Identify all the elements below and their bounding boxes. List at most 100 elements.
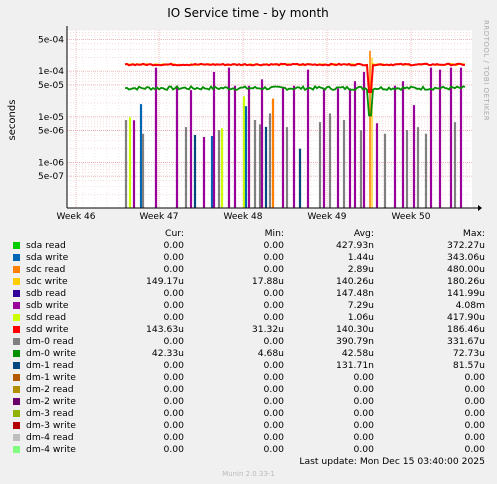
legend-row: dm-3 write 0.00 0.00 0.00 0.00 [0,420,497,432]
legend-value-min: 0.00 [263,372,284,383]
legend-value-min: 0.00 [263,408,284,419]
y-tick-label: 5e-06 [38,127,64,137]
legend-value-max: 0.00 [464,396,485,407]
legend-value-max: 372.27u [447,240,485,251]
col-cur: Cur: [165,228,184,239]
legend-row: sdc read 0.00 0.00 2.89u 480.00u [0,264,497,276]
legend-value-min: 0.00 [263,288,284,299]
legend-value-max: 4.08m [455,300,485,311]
legend-row: dm-4 read 0.00 0.00 0.00 0.00 [0,432,497,444]
legend-value-avg: 140.30u [336,324,374,335]
legend-series-name: sdb read [26,288,67,299]
legend-row: sdb write 0.00 0.00 7.29u 4.08m [0,300,497,312]
legend-row: dm-2 read 0.00 0.00 0.00 0.00 [0,384,497,396]
legend-value-min: 0.00 [263,252,284,263]
y-axis-label: seconds [7,100,18,141]
y-ticks: 5e-04 1e-04 5e-05 1e-05 5e-06 1e-06 5e-07 [38,35,64,182]
legend-series-name: dm-4 write [26,444,76,455]
legend-value-avg: 1.06u [347,312,374,323]
legend-swatch [13,326,20,333]
spike-series [124,50,463,208]
legend-row: dm-1 read 0.00 0.00 131.71n 81.57u [0,360,497,372]
rrdtool-credit: RRDTOOL / TOBI OETIKER [482,20,490,121]
legend-value-min: 17.88u [251,276,284,287]
legend-value-cur: 0.00 [163,396,184,407]
legend-series-name: dm-0 read [26,336,74,347]
legend-row: sdc write 149.17u 17.88u 140.26u 180.26u [0,276,497,288]
legend-value-max: 186.46u [447,324,485,335]
legend-value-cur: 0.00 [163,384,184,395]
line-series [124,62,466,117]
legend-value-avg: 427.93n [336,240,374,251]
legend-value-min: 0.00 [263,444,284,455]
x-tick-label: Week 48 [224,212,263,222]
legend-swatch [13,446,20,453]
legend-swatch [13,242,20,249]
legend-value-max: 0.00 [464,420,485,431]
legend-value-max: 331.67u [447,336,485,347]
legend-value-cur: 0.00 [163,372,184,383]
legend-series-name: dm-0 write [26,348,76,359]
legend-value-max: 0.00 [464,408,485,419]
legend-value-cur: 0.00 [163,444,184,455]
legend-value-max: 480.00u [447,264,485,275]
legend-value-avg: 0.00 [353,420,374,431]
legend-value-avg: 2.89u [347,264,374,275]
legend-series-name: sdd read [26,312,67,323]
legend-value-avg: 131.71n [336,360,374,371]
legend-value-min: 0.00 [263,264,284,275]
legend-swatch [13,338,20,345]
legend-value-max: 72.73u [452,348,485,359]
legend-swatch [13,434,20,441]
legend-value-min: 0.00 [263,240,284,251]
line-sdd-write [124,62,466,93]
legend-series-name: sda read [26,240,66,251]
legend-value-avg: 0.00 [353,384,374,395]
col-max: Max: [462,228,485,239]
legend-series-name: sdd write [26,324,69,335]
legend-value-cur: 149.17u [146,276,184,287]
legend-row: sdb read 0.00 0.00 147.48n 141.99u [0,288,497,300]
x-tick-label: Week 46 [57,212,96,222]
legend-series-name: dm-4 read [26,432,74,443]
legend-series-name: sda write [26,252,69,263]
legend-value-min: 0.00 [263,336,284,347]
x-tick-label: Week 47 [140,212,179,222]
legend-swatch [13,398,20,405]
legend-value-cur: 0.00 [163,252,184,263]
legend-swatch [13,386,20,393]
legend-value-cur: 0.00 [163,264,184,275]
legend-value-avg: 1.44u [347,252,374,263]
x-axis-arrow [478,205,482,211]
legend-value-max: 180.26u [447,276,485,287]
legend-value-min: 0.00 [263,300,284,311]
legend-row: sdd write 143.63u 31.32u 140.30u 186.46u [0,324,497,336]
legend-swatch [13,314,20,321]
legend-series-name: dm-3 write [26,420,76,431]
legend-value-max: 141.99u [447,288,485,299]
legend-series-name: dm-2 read [26,384,74,395]
legend-row: sdd read 0.00 0.00 1.06u 417.90u [0,312,497,324]
legend-swatch [13,290,20,297]
chart-title: IO Service time - by month [167,6,329,20]
x-ticks: Week 46 Week 47 Week 48 Week 49 Week 50 [57,212,431,222]
legend-swatch [13,266,20,273]
legend-swatch [13,374,20,381]
legend-value-avg: 390.79n [336,336,374,347]
legend-value-min: 0.00 [263,420,284,431]
axes [66,26,482,211]
legend-header: Cur: Min: Avg: Max: [0,228,497,240]
legend-value-avg: 0.00 [353,396,374,407]
legend-value-avg: 0.00 [353,372,374,383]
legend-value-avg: 42.58u [341,348,374,359]
y-tick-label: 1e-06 [38,158,64,168]
x-tick-label: Week 49 [308,212,347,222]
y-tick-label: 5e-07 [38,172,64,182]
last-update: Last update: Mon Dec 15 03:40:00 2025 [299,456,485,467]
legend-value-cur: 0.00 [163,312,184,323]
legend-row: dm-0 write 42.33u 4.68u 42.58u 72.73u [0,348,497,360]
legend-value-cur: 143.63u [146,324,184,335]
legend-value-cur: 0.00 [163,360,184,371]
legend-value-min: 31.32u [251,324,284,335]
legend-value-max: 0.00 [464,444,485,455]
